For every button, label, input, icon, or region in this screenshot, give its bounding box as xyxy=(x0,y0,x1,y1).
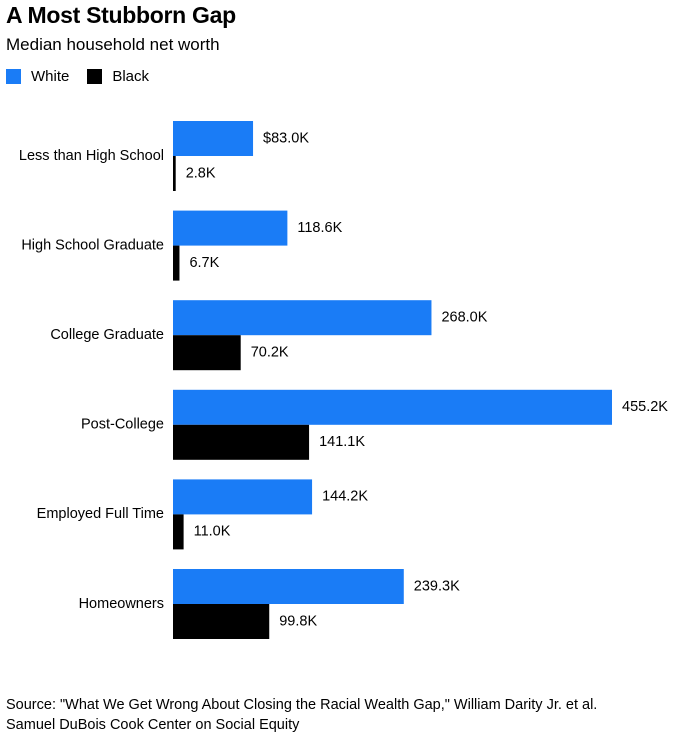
category-label-high-school-graduate: High School Graduate xyxy=(21,237,164,253)
chart-subtitle: Median household net worth xyxy=(6,35,220,54)
category-label-post-college: Post-College xyxy=(81,417,164,433)
legend: White Black xyxy=(6,68,167,85)
category-label-homeowners: Homeowners xyxy=(79,596,164,612)
category-label-less-than-high-school: Less than High School xyxy=(19,148,164,164)
value-label-black-homeowners: 99.8K xyxy=(279,613,317,629)
bar-black-less-than-high-school xyxy=(173,156,176,191)
bar-white-homeowners xyxy=(173,569,404,604)
legend-item-black: Black xyxy=(87,68,149,85)
legend-label-white: White xyxy=(31,68,70,85)
source-note: Source: "What We Get Wrong About Closing… xyxy=(6,695,690,735)
legend-swatch-white xyxy=(6,69,21,84)
legend-item-white: White xyxy=(6,68,69,85)
legend-swatch-black xyxy=(87,69,103,84)
bar-white-college-graduate xyxy=(173,300,432,336)
bar-chart: Less than High School $83.0K 2.8K High Scho… xyxy=(19,121,668,639)
value-label-white-homeowners: 239.3K xyxy=(414,578,460,594)
bar-black-college-graduate xyxy=(173,335,241,371)
value-label-white-college-graduate: 268.0K xyxy=(441,310,487,326)
bar-black-post-college xyxy=(173,424,310,460)
chart-title: A Most Stubborn Gap xyxy=(6,2,236,28)
value-label-black-high-school-graduate: 6.7K xyxy=(189,255,219,271)
bar-black-homeowners xyxy=(173,604,270,639)
source-line-2: Samuel DuBois Cook Center on Social Equi… xyxy=(6,717,300,733)
value-label-black-post-college: 141.1K xyxy=(319,434,365,450)
bar-white-post-college xyxy=(173,389,612,425)
category-label-college-graduate: College Graduate xyxy=(50,327,164,343)
value-label-black-college-graduate: 70.2K xyxy=(251,345,289,361)
bar-white-employed-full-time xyxy=(173,479,313,515)
value-label-black-employed-full-time: 11.0K xyxy=(194,524,231,540)
value-label-black-less-than-high-school: 2.8K xyxy=(186,165,216,181)
value-label-white-employed-full-time: 144.2K xyxy=(322,489,368,505)
bar-black-high-school-graduate xyxy=(173,245,180,281)
value-label-white-less-than-high-school: $83.0K xyxy=(263,130,309,146)
bar-white-less-than-high-school xyxy=(173,121,254,156)
legend-label-black: Black xyxy=(112,68,150,85)
category-label-employed-full-time: Employed Full Time xyxy=(37,506,164,522)
value-label-white-post-college: 455.2K xyxy=(622,399,668,415)
source-line-1: Source: "What We Get Wrong About Closing… xyxy=(6,697,598,713)
value-label-white-high-school-graduate: 118.6K xyxy=(297,220,342,236)
bar-white-high-school-graduate xyxy=(173,210,288,246)
bar-black-employed-full-time xyxy=(173,514,184,550)
